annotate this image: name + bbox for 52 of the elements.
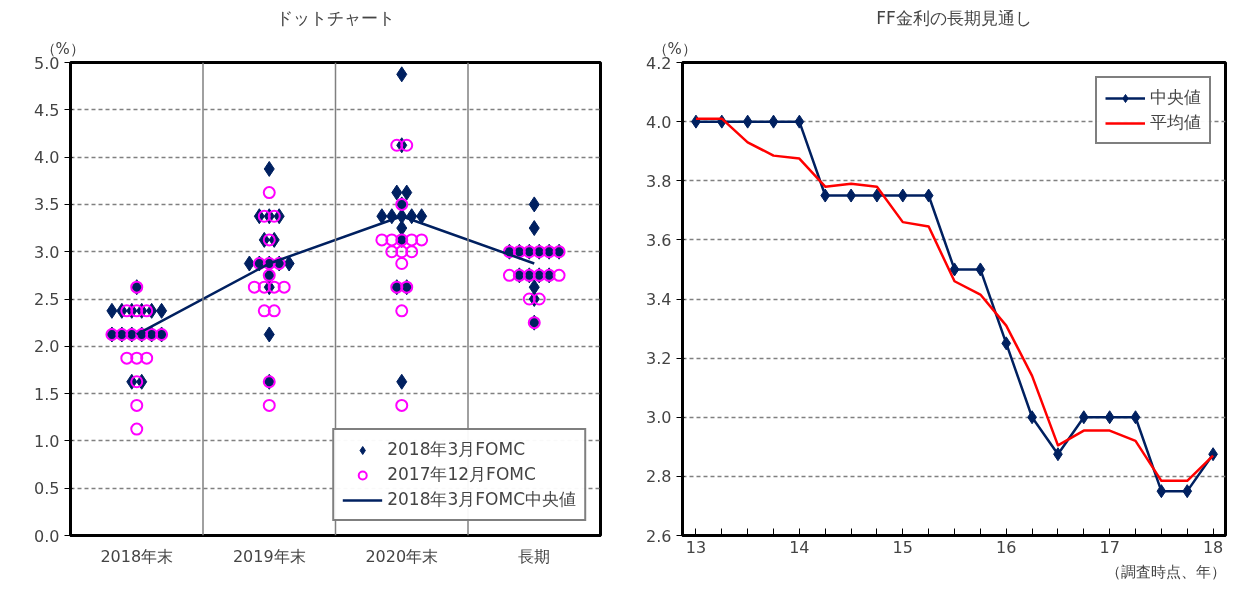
y-tick-label: 1.5 (34, 384, 60, 404)
y-tick-label: 3.5 (34, 195, 60, 215)
x-tick-label: 16 (996, 537, 1017, 557)
point (1130, 410, 1141, 425)
legend-label: 平均値 (1150, 111, 1201, 134)
point (949, 262, 960, 277)
y-tick-label: 3.0 (34, 242, 60, 262)
point (1182, 484, 1193, 499)
y-tick-label: 3.4 (646, 290, 672, 309)
y-tick-label: 2.8 (646, 467, 672, 487)
y-tick-label: 3.2 (646, 349, 672, 369)
y-tick-label: 3.8 (646, 171, 672, 191)
x-tick-label: 2018年末 (100, 546, 174, 566)
point (794, 114, 805, 129)
point (1156, 484, 1167, 499)
x-tick-label: 18 (1202, 537, 1224, 557)
y-tick-label: 3.0 (646, 408, 672, 428)
point (1078, 410, 1089, 425)
y-axis-title: （%） (40, 39, 85, 58)
y-tick-label: 1.0 (34, 431, 60, 451)
chart-title: FF金利の長期見通し (876, 7, 1032, 28)
point (820, 188, 831, 203)
point (975, 262, 986, 277)
y-tick-label: 2.5 (34, 290, 60, 309)
x-tick-label: 15 (892, 537, 913, 557)
x-tick-label: 長期 (518, 546, 551, 566)
y-tick-label: 3.6 (646, 230, 672, 250)
x-tick-label: 17 (1099, 537, 1120, 557)
point (742, 114, 753, 129)
point (897, 188, 908, 203)
x-axis-title: （調査時点、年） (1105, 562, 1226, 581)
point (1104, 410, 1115, 425)
y-tick-label: 4.0 (34, 148, 60, 168)
y-tick-label: 0.5 (34, 479, 60, 499)
y-tick-label: 2.0 (34, 337, 60, 357)
y-tick-label: 4.0 (646, 112, 672, 132)
legend-label: 2018年3月FOMC中央値 (387, 488, 576, 511)
x-tick-label: 13 (685, 537, 707, 557)
x-tick-label: 2020年末 (365, 546, 439, 566)
point (1001, 336, 1012, 351)
y-axis-title: （%） (652, 39, 697, 58)
point (923, 188, 934, 203)
y-tick-label: 2.6 (646, 526, 672, 546)
y-tick-label: 0.0 (34, 526, 60, 546)
y-tick-label: 4.5 (34, 100, 60, 120)
point (768, 114, 779, 129)
x-tick-label: 14 (789, 537, 810, 557)
x-tick-label: 2019年末 (232, 546, 306, 566)
legend-label: 中央値 (1150, 86, 1201, 109)
chart-title: ドットチャート (276, 7, 395, 28)
legend-label: 2018年3月FOMC (387, 438, 525, 461)
legend-label: 2017年12月FOMC (387, 463, 536, 486)
